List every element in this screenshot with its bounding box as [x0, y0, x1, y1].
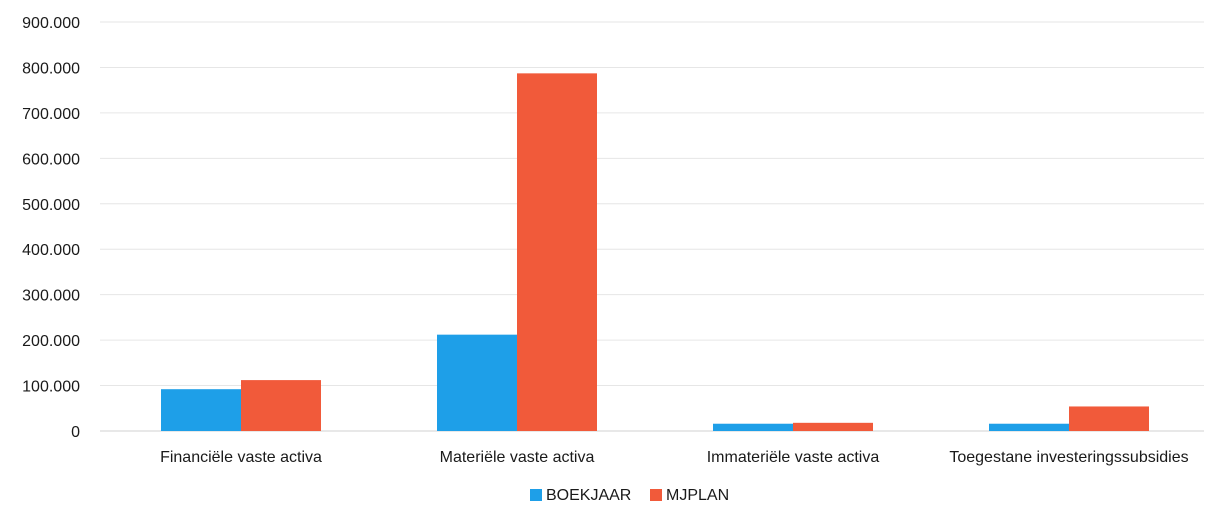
y-tick-label: 800.000 — [22, 60, 80, 77]
x-tick-label: Toegestane investeringssubsidies — [949, 449, 1188, 466]
bar-boekjaar-1 — [437, 334, 517, 431]
x-tick-label: Financiële vaste activa — [160, 449, 322, 466]
y-tick-label: 700.000 — [22, 106, 80, 123]
x-tick-label: Materiële vaste activa — [440, 449, 595, 466]
legend-label-mjplan: MJPLAN — [666, 487, 729, 504]
y-tick-label: 900.000 — [22, 15, 80, 32]
bar-mjplan-0 — [241, 380, 321, 431]
bar-boekjaar-2 — [713, 423, 793, 431]
x-axis-labels: Financiële vaste activa Materiële vaste a… — [160, 449, 1189, 466]
x-tick-label: Immateriële vaste activa — [707, 449, 880, 466]
y-tick-label: 500.000 — [22, 197, 80, 214]
y-axis-ticks: 0 100.000 200.000 300.000 400.000 500.000 600.… — [22, 15, 80, 441]
y-tick-label: 400.000 — [22, 242, 80, 259]
bar-boekjaar-0 — [161, 389, 241, 431]
y-tick-label: 100.000 — [22, 379, 80, 396]
bars — [161, 73, 1149, 431]
y-tick-label: 600.000 — [22, 151, 80, 168]
gridlines — [100, 21, 1204, 432]
legend: BOEKJAAR MJPLAN — [530, 487, 729, 504]
y-tick-label: 200.000 — [22, 333, 80, 350]
bar-boekjaar-3 — [989, 423, 1069, 431]
y-tick-label: 300.000 — [22, 288, 80, 305]
bar-mjplan-1 — [517, 73, 597, 431]
bar-mjplan-3 — [1069, 406, 1149, 431]
bar-mjplan-2 — [793, 422, 873, 431]
legend-swatch-mjplan — [650, 489, 662, 501]
y-tick-label: 0 — [71, 424, 80, 441]
legend-label-boekjaar: BOEKJAAR — [546, 487, 631, 504]
legend-swatch-boekjaar — [530, 489, 542, 501]
